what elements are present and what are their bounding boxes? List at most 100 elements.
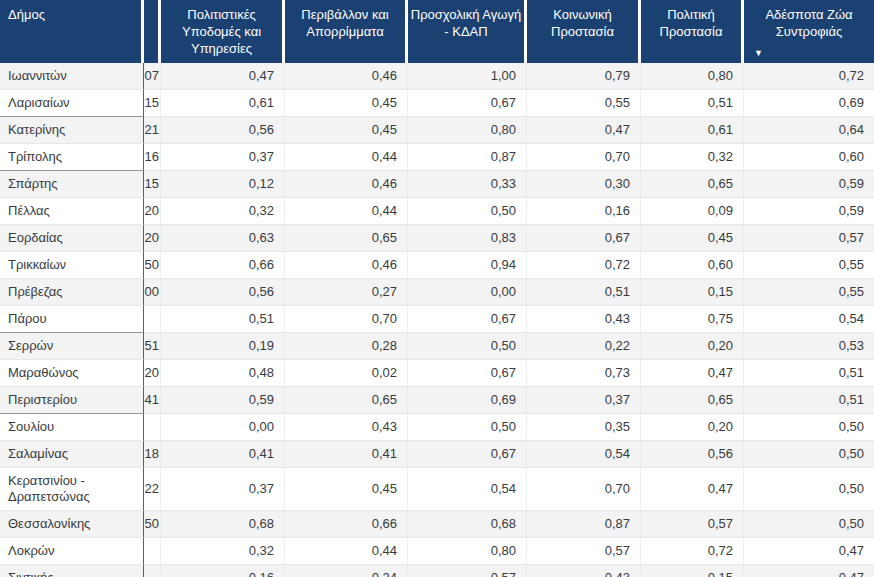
value-cell: 0,50 <box>744 414 874 441</box>
value-cell: 0,51 <box>641 90 744 117</box>
table-row[interactable]: Τρικκαίων 50 0,66 0,46 0,94 0,72 0,60 0,… <box>0 252 874 279</box>
value-cell: 0,60 <box>641 252 744 279</box>
value-cell: 0,57 <box>744 225 874 252</box>
clipped-value-cell: 00 <box>144 279 161 306</box>
clipped-value-cell: 20 <box>144 198 161 225</box>
value-cell: 0,80 <box>408 538 527 565</box>
municipality-cell: Πάρου <box>0 306 144 333</box>
value-cell: 0,15 <box>641 565 744 577</box>
table-row[interactable]: Εορδαίας 20 0,63 0,65 0,83 0,67 0,45 0,5… <box>0 225 874 252</box>
value-cell: 0,72 <box>527 252 641 279</box>
clipped-value-cell: 41 <box>144 387 161 414</box>
value-cell: 0,65 <box>641 171 744 198</box>
header-cell-clipped[interactable] <box>144 0 161 63</box>
value-cell: 0,44 <box>285 144 408 171</box>
municipality-cell: Περιστερίου <box>0 387 144 414</box>
clipped-value-cell <box>144 565 161 577</box>
value-cell: 0,47 <box>641 360 744 387</box>
table-row[interactable]: Θεσσαλονίκης 50 0,68 0,66 0,68 0,87 0,57… <box>0 511 874 538</box>
clipped-value-cell: 15 <box>144 171 161 198</box>
value-cell: 0,50 <box>744 468 874 511</box>
scores-table: Δήμος Πολιτιστικές Υποδομές και Υπηρεσίε… <box>0 0 874 577</box>
clipped-value-cell: 16 <box>144 144 161 171</box>
clipped-value-cell: 50 <box>144 511 161 538</box>
value-cell: 0,87 <box>408 144 527 171</box>
value-cell: 0,43 <box>527 565 641 577</box>
value-cell: 0,00 <box>161 414 285 441</box>
value-cell: 0,63 <box>161 225 285 252</box>
value-cell: 0,46 <box>285 63 408 90</box>
value-cell: 0,45 <box>285 468 408 511</box>
header-cell-cultural-infrastructure[interactable]: Πολιτιστικές Υποδομές και Υπηρεσίες <box>161 0 285 63</box>
table-row[interactable]: Περιστερίου 41 0,59 0,65 0,69 0,37 0,65 … <box>0 387 874 414</box>
table-row[interactable]: Σιντικής 0,16 0,24 0,57 0,43 0,15 0,47 <box>0 565 874 577</box>
table-row[interactable]: Σπάρτης 15 0,12 0,46 0,33 0,30 0,65 0,59 <box>0 171 874 198</box>
value-cell: 0,45 <box>285 117 408 144</box>
value-cell: 0,51 <box>527 279 641 306</box>
municipality-cell: Τρικκαίων <box>0 252 144 279</box>
header-cell-civil-protection[interactable]: Πολιτική Προστασία <box>641 0 744 63</box>
value-cell: 0,66 <box>161 252 285 279</box>
header-cell-stray-pets[interactable]: Αδέσποτα Ζώα Συντροφιάς ▼ <box>744 0 874 63</box>
table-row[interactable]: Σερρών 51 0,19 0,28 0,50 0,22 0,20 0,53 <box>0 333 874 360</box>
value-cell: 0,70 <box>527 144 641 171</box>
table-row[interactable]: Πρέβεζας 00 0,56 0,27 0,00 0,51 0,15 0,5… <box>0 279 874 306</box>
value-cell: 0,41 <box>161 441 285 468</box>
value-cell: 0,09 <box>641 198 744 225</box>
value-cell: 0,64 <box>744 117 874 144</box>
table-row[interactable]: Λοκρών 0,32 0,44 0,80 0,57 0,72 0,47 <box>0 538 874 565</box>
value-cell: 0,50 <box>408 414 527 441</box>
table-row[interactable]: Πάρου 0,51 0,70 0,67 0,43 0,75 0,54 <box>0 306 874 333</box>
table-row[interactable]: Σαλαμίνας 18 0,41 0,41 0,67 0,54 0,56 0,… <box>0 441 874 468</box>
clipped-value-cell: 15 <box>144 90 161 117</box>
value-cell: 0,66 <box>285 511 408 538</box>
municipality-cell: Λοκρών <box>0 538 144 565</box>
header-cell-municipality[interactable]: Δήμος <box>0 0 144 63</box>
table-row[interactable]: Πέλλας 20 0,32 0,44 0,50 0,16 0,09 0,59 <box>0 198 874 225</box>
header-cell-social-protection[interactable]: Κοινωνική Προστασία <box>527 0 641 63</box>
table-row[interactable]: Λαρισαίων 15 0,61 0,45 0,67 0,55 0,51 0,… <box>0 90 874 117</box>
table-row[interactable]: Μαραθώνος 20 0,48 0,02 0,67 0,73 0,47 0,… <box>0 360 874 387</box>
clipped-value-cell: 07 <box>144 63 161 90</box>
value-cell: 0,67 <box>527 225 641 252</box>
value-cell: 0,60 <box>744 144 874 171</box>
value-cell: 0,28 <box>285 333 408 360</box>
value-cell: 0,68 <box>408 511 527 538</box>
value-cell: 0,16 <box>161 565 285 577</box>
value-cell: 0,67 <box>408 306 527 333</box>
value-cell: 0,67 <box>408 360 527 387</box>
value-cell: 0,54 <box>527 441 641 468</box>
value-cell: 0,33 <box>408 171 527 198</box>
value-cell: 0,19 <box>161 333 285 360</box>
table-row[interactable]: Σουλίου 0,00 0,43 0,50 0,35 0,20 0,50 <box>0 414 874 441</box>
value-cell: 0,55 <box>527 90 641 117</box>
table-row[interactable]: Ιωαννιτών 07 0,47 0,46 1,00 0,79 0,80 0,… <box>0 63 874 90</box>
value-cell: 0,24 <box>285 565 408 577</box>
value-cell: 0,45 <box>285 90 408 117</box>
municipality-cell: Ιωαννιτών <box>0 63 144 90</box>
table-row[interactable]: Κατερίνης 21 0,56 0,45 0,80 0,47 0,61 0,… <box>0 117 874 144</box>
table-body: Ιωαννιτών 07 0,47 0,46 1,00 0,79 0,80 0,… <box>0 63 874 577</box>
value-cell: 0,37 <box>161 144 285 171</box>
municipality-cell: Κερατσινίου - Δραπετσώνας <box>0 468 144 511</box>
value-cell: 0,69 <box>408 387 527 414</box>
value-cell: 0,51 <box>161 306 285 333</box>
table-row[interactable]: Κερατσινίου - Δραπετσώνας 22 0,37 0,45 0… <box>0 468 874 511</box>
value-cell: 0,02 <box>285 360 408 387</box>
header-cell-environment-waste[interactable]: Περιβάλλον και Απορρίμματα <box>285 0 408 63</box>
clipped-value-cell: 50 <box>144 252 161 279</box>
value-cell: 0,55 <box>744 279 874 306</box>
municipality-cell: Σερρών <box>0 333 144 360</box>
sort-descending-icon[interactable]: ▼ <box>754 49 763 58</box>
value-cell: 0,37 <box>161 468 285 511</box>
value-cell: 0,47 <box>744 538 874 565</box>
value-cell: 0,44 <box>285 198 408 225</box>
value-cell: 0,59 <box>744 198 874 225</box>
value-cell: 0,65 <box>285 387 408 414</box>
value-cell: 0,35 <box>527 414 641 441</box>
header-cell-preschool-kdap[interactable]: Προσχολική Αγωγή - ΚΔΑΠ <box>408 0 527 63</box>
value-cell: 0,47 <box>527 117 641 144</box>
clipped-value-cell <box>144 538 161 565</box>
table-row[interactable]: Τρίπολης 16 0,37 0,44 0,87 0,70 0,32 0,6… <box>0 144 874 171</box>
value-cell: 0,67 <box>408 90 527 117</box>
